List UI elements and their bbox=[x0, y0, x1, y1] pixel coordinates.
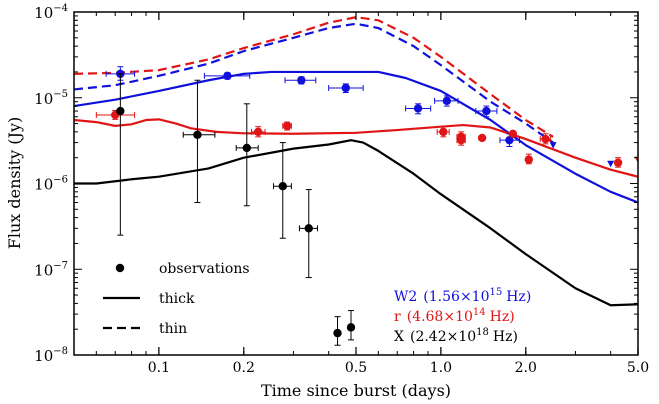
band-open-paren: ( bbox=[410, 329, 415, 345]
band-name: X bbox=[394, 329, 404, 345]
band-unit: Hz bbox=[493, 329, 513, 345]
observation-r bbox=[508, 129, 518, 138]
y-tick-exponent: −5 bbox=[53, 89, 68, 100]
y-tick-label: 10−8 bbox=[34, 346, 68, 365]
observation-r bbox=[254, 127, 263, 137]
observation-X bbox=[304, 224, 313, 233]
band-close-paren: ) bbox=[526, 289, 531, 305]
y-tick-base: 10 bbox=[34, 90, 53, 108]
band-label-W2: W2 (1.56×1015 Hz) bbox=[394, 287, 531, 305]
x-tick-label: 2.0 bbox=[515, 360, 537, 376]
observation-r bbox=[477, 133, 487, 143]
legend-label: thin bbox=[159, 321, 187, 337]
observation-W2 bbox=[223, 71, 232, 81]
y-tick-exponent: −8 bbox=[53, 346, 68, 357]
observation-X bbox=[346, 323, 356, 332]
observation-X bbox=[333, 328, 342, 338]
y-tick-label: 10−5 bbox=[34, 89, 68, 108]
observation-X bbox=[116, 106, 125, 116]
observation-W2 bbox=[413, 104, 423, 113]
observation-r bbox=[613, 158, 623, 167]
legend-label: thick bbox=[159, 291, 195, 307]
band-label-X: X (2.42×1018 Hz) bbox=[394, 327, 518, 345]
y-tick-base: 10 bbox=[34, 347, 53, 365]
band-unit: Hz bbox=[490, 309, 510, 325]
model-thick-W2 bbox=[74, 70, 638, 204]
y-tick-exponent: −6 bbox=[53, 175, 68, 186]
observation-W2 bbox=[297, 76, 306, 85]
model-thin-r bbox=[74, 16, 554, 138]
band-freq-mantissa: 2.42 bbox=[415, 329, 446, 345]
x-tick-label: 0.5 bbox=[345, 360, 367, 376]
observation-X bbox=[278, 182, 287, 191]
observation-r bbox=[282, 121, 292, 131]
legend-label: observations bbox=[159, 261, 250, 277]
model-thick-X bbox=[74, 139, 638, 307]
plot-area bbox=[74, 16, 638, 346]
model-thick-r bbox=[74, 118, 638, 178]
y-tick-label: 10−7 bbox=[34, 260, 68, 279]
x-tick-label: 5.0 bbox=[627, 360, 649, 376]
axis-labels: 0.1 0.2 0.5 1.0 2.0 5.010−810−710−610−510−4 bbox=[34, 3, 649, 376]
y-axis-title: Flux density (Jy) bbox=[5, 117, 24, 249]
observation-W2 bbox=[505, 135, 514, 145]
observation-W2 bbox=[482, 106, 491, 116]
x-tick-label: 0.2 bbox=[233, 360, 255, 376]
band-name: r bbox=[394, 309, 401, 325]
band-freq-mantissa: 1.56 bbox=[429, 289, 460, 305]
y-tick-base: 10 bbox=[34, 176, 53, 194]
band-close-paren: ) bbox=[509, 309, 514, 325]
legend: observations thick thin bbox=[103, 261, 250, 337]
band-close-paren: ) bbox=[512, 329, 517, 345]
upper-limit-W2 bbox=[607, 160, 615, 168]
band-times: ×10 bbox=[460, 289, 490, 305]
observation-r bbox=[541, 134, 550, 144]
y-tick-label: 10−6 bbox=[34, 175, 68, 194]
band-labels: W2 (1.56×1015 Hz)r (4.68×1014 Hz)X (2.42×1018… bbox=[394, 287, 531, 345]
upper-limit-W2 bbox=[549, 142, 557, 149]
observation-X bbox=[193, 130, 202, 139]
band-name: W2 bbox=[394, 289, 417, 305]
model-thin-W2 bbox=[74, 22, 554, 144]
band-freq-exponent: 15 bbox=[489, 287, 502, 298]
band-freq-exponent: 14 bbox=[473, 307, 486, 318]
x-tick-label: 1.0 bbox=[430, 360, 452, 376]
band-times: ×10 bbox=[443, 309, 473, 325]
y-tick-exponent: −7 bbox=[53, 260, 68, 271]
x-tick-label: 0.1 bbox=[148, 360, 170, 376]
observation-r bbox=[456, 135, 466, 145]
band-times: ×10 bbox=[447, 329, 477, 345]
observation-W2 bbox=[341, 83, 350, 93]
observation-W2 bbox=[442, 96, 452, 106]
band-freq-exponent: 18 bbox=[476, 327, 489, 338]
observation-X bbox=[242, 143, 252, 153]
band-open-paren: ( bbox=[407, 309, 412, 325]
axis-ticks bbox=[73, 12, 639, 356]
upper-limit-r bbox=[634, 156, 638, 164]
band-freq-mantissa: 4.68 bbox=[412, 309, 443, 325]
legend-observations-marker bbox=[115, 263, 125, 273]
observation-r bbox=[439, 127, 448, 137]
band-unit: Hz bbox=[506, 289, 526, 305]
band-open-paren: ( bbox=[423, 289, 428, 305]
band-label-r: r (4.68×1014 Hz) bbox=[394, 307, 515, 325]
y-tick-base: 10 bbox=[34, 261, 53, 279]
y-tick-exponent: −4 bbox=[53, 3, 68, 14]
x-axis-title: Time since burst (days) bbox=[261, 381, 451, 400]
observation-r bbox=[524, 155, 534, 164]
y-tick-base: 10 bbox=[34, 4, 53, 22]
y-tick-label: 10−4 bbox=[34, 3, 68, 22]
